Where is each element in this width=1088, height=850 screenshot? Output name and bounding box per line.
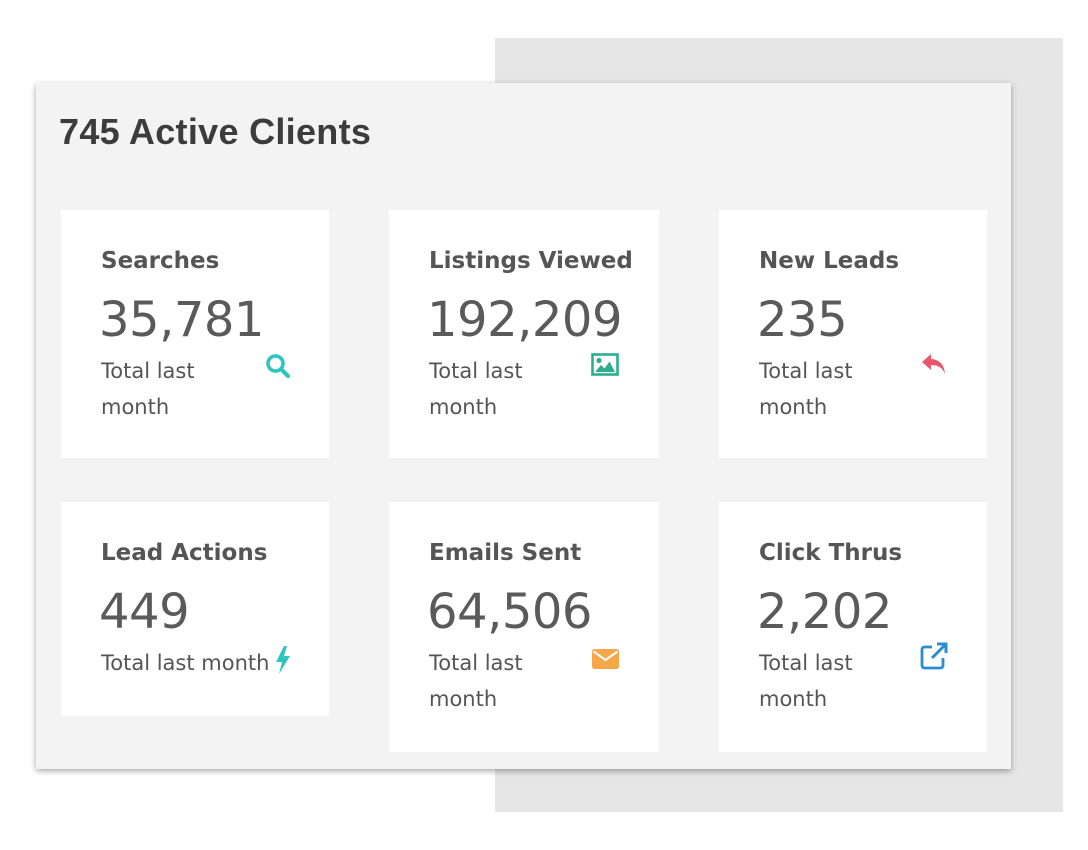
bolt-icon (271, 645, 295, 675)
stat-value: 449 (99, 584, 190, 640)
stat-subtext: Total last month (101, 359, 195, 419)
stat-label: Searches (101, 248, 220, 274)
stat-value: 192,209 (427, 292, 623, 348)
stat-subtext: Total last month (759, 651, 853, 711)
stat-value: 64,506 (427, 584, 592, 640)
stat-label: Lead Actions (101, 540, 268, 566)
stat-card-new-leads[interactable]: New Leads 235 Total last month (719, 210, 987, 458)
stat-card-lead-actions[interactable]: Lead Actions 449 Total last month (61, 502, 329, 716)
search-icon (263, 351, 293, 381)
stat-value: 35,781 (99, 292, 264, 348)
stat-card-listings-viewed[interactable]: Listings Viewed 192,209 Total last month (389, 210, 659, 458)
stat-subtext: Total last month (101, 651, 270, 675)
image-icon (590, 350, 620, 380)
stat-label: New Leads (759, 248, 900, 274)
reply-icon (919, 350, 949, 380)
envelope-icon (590, 644, 620, 674)
stat-label: Emails Sent (429, 540, 582, 566)
stat-label: Listings Viewed (429, 248, 633, 274)
stat-card-click-thrus[interactable]: Click Thrus 2,202 Total last month (719, 502, 987, 752)
stat-value: 2,202 (757, 584, 892, 640)
external-link-icon (919, 641, 949, 671)
stat-label: Click Thrus (759, 540, 903, 566)
stat-subtext: Total last month (759, 359, 853, 419)
stat-subtext: Total last month (429, 651, 523, 711)
stat-value: 235 (757, 292, 848, 348)
stat-subtext: Total last month (429, 359, 523, 419)
panel-title: 745 Active Clients (59, 111, 372, 152)
stat-card-searches[interactable]: Searches 35,781 Total last month (61, 210, 329, 458)
stat-card-emails-sent[interactable]: Emails Sent 64,506 Total last month (389, 502, 659, 752)
active-clients-panel: 745 Active Clients Searches 35,781 Total… (36, 83, 1011, 769)
